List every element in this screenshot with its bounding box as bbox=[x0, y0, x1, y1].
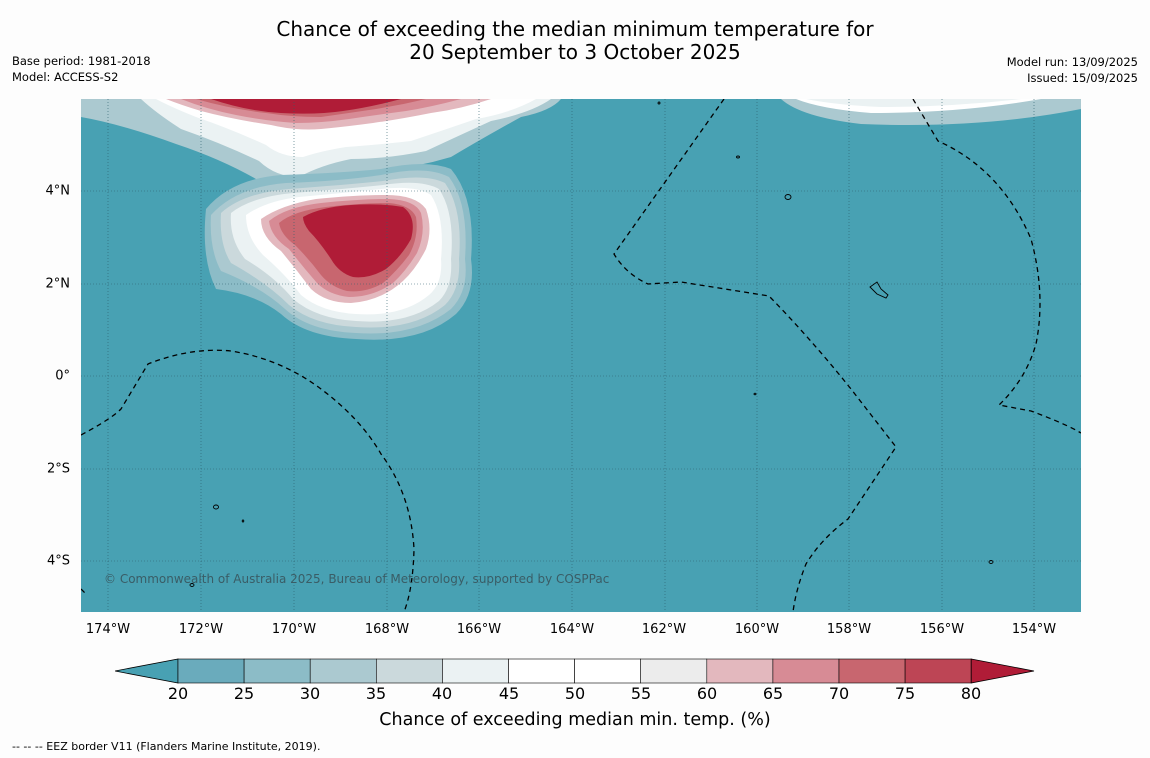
meta-left: Base period: 1981-2018 Model: ACCESS-S2 bbox=[12, 54, 151, 85]
lon-label-164w: 164°W bbox=[549, 622, 595, 637]
colorbar-segment bbox=[838, 658, 906, 684]
lat-label-eq: 0° bbox=[55, 368, 70, 384]
lat-label-2s: 2°S bbox=[46, 461, 70, 477]
warm-anomaly-blob bbox=[204, 164, 472, 340]
colorbar-segment bbox=[177, 658, 245, 684]
lat-label-2n: 2°N bbox=[45, 276, 71, 292]
lon-label-158w: 158°W bbox=[826, 622, 872, 637]
colorbar-extend-low bbox=[115, 658, 179, 684]
meta-right: Model run: 13/09/2025 Issued: 15/09/2025 bbox=[1007, 55, 1138, 86]
island-3 bbox=[784, 194, 792, 200]
lon-label-156w: 156°W bbox=[919, 622, 965, 637]
lon-label-170w: 170°W bbox=[271, 622, 317, 637]
colorbar-segment bbox=[243, 658, 311, 684]
title-line-1: Chance of exceeding the median minimum t… bbox=[276, 17, 874, 41]
colorbar-tick-45: 45 bbox=[498, 684, 520, 703]
lat-label-4n: 4°N bbox=[45, 183, 71, 199]
lon-label-174w: 174°W bbox=[85, 622, 131, 637]
colorbar-segment bbox=[375, 658, 443, 684]
colorbar-segment bbox=[640, 658, 708, 684]
model-run: Model run: 13/09/2025 bbox=[1006, 55, 1138, 69]
island-9 bbox=[189, 583, 195, 587]
copyright-notice: © Commonwealth of Australia 2025, Bureau… bbox=[104, 572, 610, 586]
colorbar-segment bbox=[508, 658, 575, 684]
colorbar-segment bbox=[706, 658, 774, 684]
colorbar-tick-60: 60 bbox=[696, 684, 718, 703]
lon-label-168w: 168°W bbox=[364, 622, 410, 637]
island-2 bbox=[736, 155, 740, 159]
colorbar-tick-20: 20 bbox=[167, 684, 189, 703]
warm-anomaly-northeast bbox=[781, 99, 1081, 125]
base-period: Base period: 1981-2018 bbox=[12, 54, 151, 68]
colorbar bbox=[115, 658, 1035, 684]
colorbar-extend-high bbox=[970, 658, 1035, 684]
lon-label-166w: 166°W bbox=[456, 622, 502, 637]
colorbar-segment bbox=[772, 658, 840, 684]
issued-date: Issued: 15/09/2025 bbox=[1027, 70, 1138, 85]
map-title: Chance of exceeding the median minimum t… bbox=[0, 18, 1150, 64]
lon-label-172w: 172°W bbox=[178, 622, 224, 637]
lon-label-154w: 154°W bbox=[1011, 622, 1057, 637]
colorbar-tick-40: 40 bbox=[431, 684, 453, 703]
colorbar-tick-50: 50 bbox=[564, 684, 586, 703]
island-5 bbox=[753, 392, 757, 396]
colorbar-tick-35: 35 bbox=[365, 684, 387, 703]
title-line-2: 20 September to 3 October 2025 bbox=[409, 40, 741, 64]
island-7 bbox=[241, 519, 245, 523]
model-name: Model: ACCESS-S2 bbox=[12, 69, 119, 84]
colorbar-tick-25: 25 bbox=[233, 684, 255, 703]
colorbar-tick-75: 75 bbox=[894, 684, 916, 703]
island-4 bbox=[869, 281, 889, 299]
colorbar-tick-70: 70 bbox=[828, 684, 850, 703]
islands bbox=[189, 101, 994, 587]
map-background bbox=[81, 99, 1081, 612]
colorbar-segment bbox=[442, 658, 509, 684]
island-8 bbox=[988, 560, 994, 564]
eez-borders bbox=[81, 99, 1081, 612]
colorbar-segment bbox=[574, 658, 642, 684]
lat-label-4s: 4°S bbox=[46, 553, 70, 569]
colorbar-title: Chance of exceeding median min. temp. (%… bbox=[379, 710, 771, 730]
lon-label-160w: 160°W bbox=[734, 622, 780, 637]
colorbar-segment bbox=[309, 658, 377, 684]
eez-legend-note: -- -- -- EEZ border V11 (Flanders Marine… bbox=[12, 740, 321, 753]
colorbar-segment bbox=[904, 658, 972, 684]
island-1 bbox=[657, 101, 661, 105]
colorbar-tick-65: 65 bbox=[762, 684, 784, 703]
colorbar-tick-30: 30 bbox=[299, 684, 321, 703]
colorbar-tick-55: 55 bbox=[630, 684, 652, 703]
island-6 bbox=[213, 504, 219, 510]
map-panel bbox=[81, 99, 1081, 612]
lon-label-162w: 162°W bbox=[641, 622, 687, 637]
colorbar-tick-80: 80 bbox=[960, 684, 982, 703]
